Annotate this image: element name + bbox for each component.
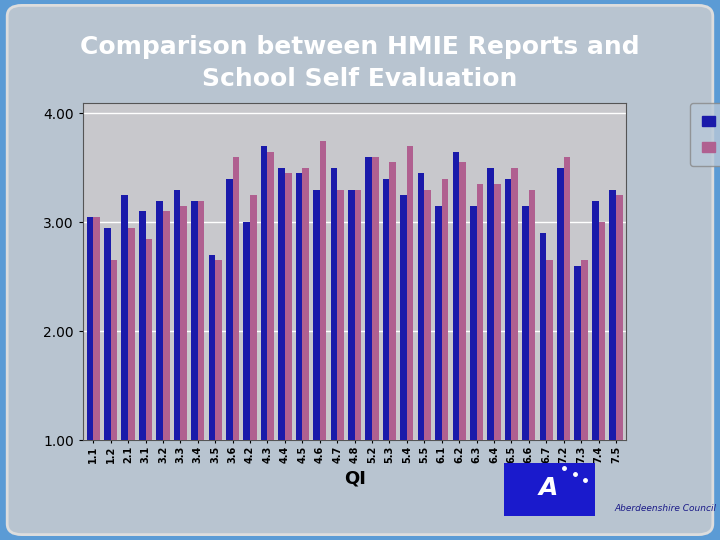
Bar bbox=[528, 190, 536, 440]
Bar bbox=[86, 217, 94, 440]
Bar bbox=[233, 157, 239, 440]
Bar bbox=[539, 233, 546, 440]
Bar bbox=[494, 184, 500, 440]
Bar bbox=[383, 179, 390, 440]
Bar bbox=[145, 239, 152, 440]
Bar bbox=[139, 212, 145, 440]
Bar bbox=[94, 217, 100, 440]
Bar bbox=[243, 222, 250, 440]
Bar bbox=[156, 200, 163, 440]
Bar bbox=[313, 190, 320, 440]
Bar bbox=[355, 190, 361, 440]
Bar bbox=[372, 157, 379, 440]
Bar bbox=[250, 195, 257, 440]
Bar bbox=[452, 152, 459, 440]
Bar bbox=[557, 168, 564, 440]
Bar bbox=[592, 200, 598, 440]
Bar bbox=[226, 179, 233, 440]
Bar bbox=[279, 168, 285, 440]
Bar bbox=[459, 163, 466, 440]
Bar bbox=[302, 168, 309, 440]
Bar bbox=[268, 152, 274, 440]
Bar bbox=[261, 146, 268, 440]
Text: A: A bbox=[539, 476, 558, 500]
Bar bbox=[487, 168, 494, 440]
Bar bbox=[575, 266, 581, 440]
Bar bbox=[209, 255, 215, 440]
Text: Comparison between HMIE Reports and: Comparison between HMIE Reports and bbox=[80, 35, 640, 59]
Bar bbox=[470, 206, 477, 440]
Bar bbox=[477, 184, 483, 440]
Bar bbox=[320, 141, 326, 440]
Bar bbox=[104, 228, 111, 440]
X-axis label: QI: QI bbox=[343, 470, 366, 488]
Bar bbox=[337, 190, 343, 440]
Bar bbox=[564, 157, 570, 440]
Bar bbox=[598, 222, 605, 440]
Bar bbox=[522, 206, 528, 440]
Bar bbox=[424, 190, 431, 440]
Bar bbox=[122, 195, 128, 440]
Text: Aberdeenshire Council: Aberdeenshire Council bbox=[615, 504, 717, 512]
Bar bbox=[366, 157, 372, 440]
Bar bbox=[215, 260, 222, 440]
Bar bbox=[616, 195, 623, 440]
Bar bbox=[390, 163, 396, 440]
Bar bbox=[348, 190, 355, 440]
Bar bbox=[511, 168, 518, 440]
Bar bbox=[407, 146, 413, 440]
Bar bbox=[128, 228, 135, 440]
Bar bbox=[192, 200, 198, 440]
Bar bbox=[181, 206, 187, 440]
Bar bbox=[609, 190, 616, 440]
FancyBboxPatch shape bbox=[7, 5, 713, 535]
Bar bbox=[418, 173, 424, 440]
Bar bbox=[174, 190, 181, 440]
Bar bbox=[296, 173, 302, 440]
Bar bbox=[198, 200, 204, 440]
Bar bbox=[505, 179, 511, 440]
Bar bbox=[546, 260, 553, 440]
Bar bbox=[111, 260, 117, 440]
Text: School Self Evaluation: School Self Evaluation bbox=[202, 68, 518, 91]
Bar bbox=[441, 179, 449, 440]
FancyBboxPatch shape bbox=[504, 463, 595, 516]
Legend: School, "HMIE": School, "HMIE" bbox=[690, 103, 720, 166]
Bar bbox=[330, 168, 337, 440]
Bar bbox=[435, 206, 441, 440]
Bar bbox=[400, 195, 407, 440]
Bar bbox=[163, 212, 170, 440]
Bar bbox=[581, 260, 588, 440]
Bar bbox=[285, 173, 292, 440]
